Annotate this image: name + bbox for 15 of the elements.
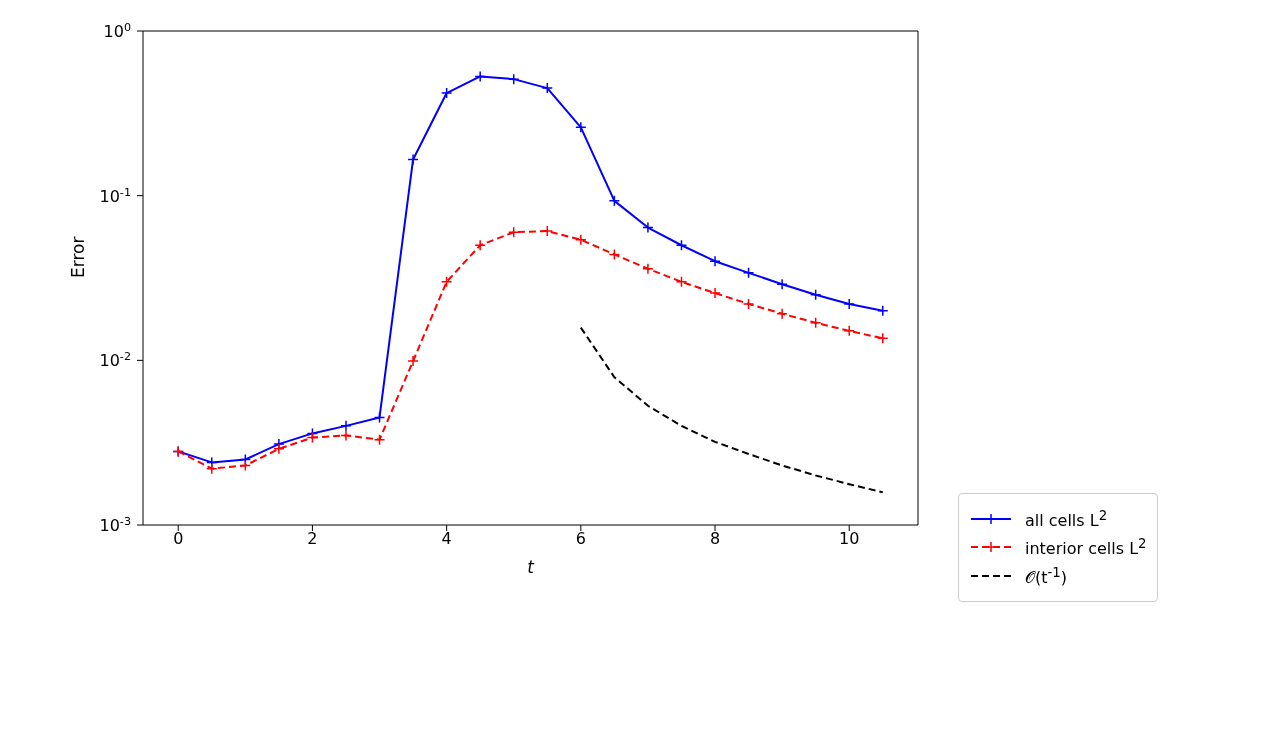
y-tick-label: 10$^{0}$ [103,20,131,41]
x-axis-title: t [527,557,536,578]
x-tick-label: 6 [575,529,586,549]
y-tick-label: 10$^{-3}$ [99,514,131,536]
legend-label: 𝒪(t$^{-1}$) [1025,564,1068,587]
x-tick-label: 0 [173,529,184,549]
x-tick-label: 4 [441,529,452,549]
x-tick-label: 10 [839,529,860,549]
x-tick-label: 2 [307,529,318,549]
legend-label: all cells L$^{2}$ [1025,508,1108,531]
legend-label: interior cells L$^{2}$ [1025,536,1147,559]
x-tick-label: 8 [709,529,721,549]
y-tick-label: 10$^{-1}$ [99,185,131,206]
y-tick-label: 10$^{-2}$ [99,349,131,371]
y-axis-title: Error [68,236,89,279]
